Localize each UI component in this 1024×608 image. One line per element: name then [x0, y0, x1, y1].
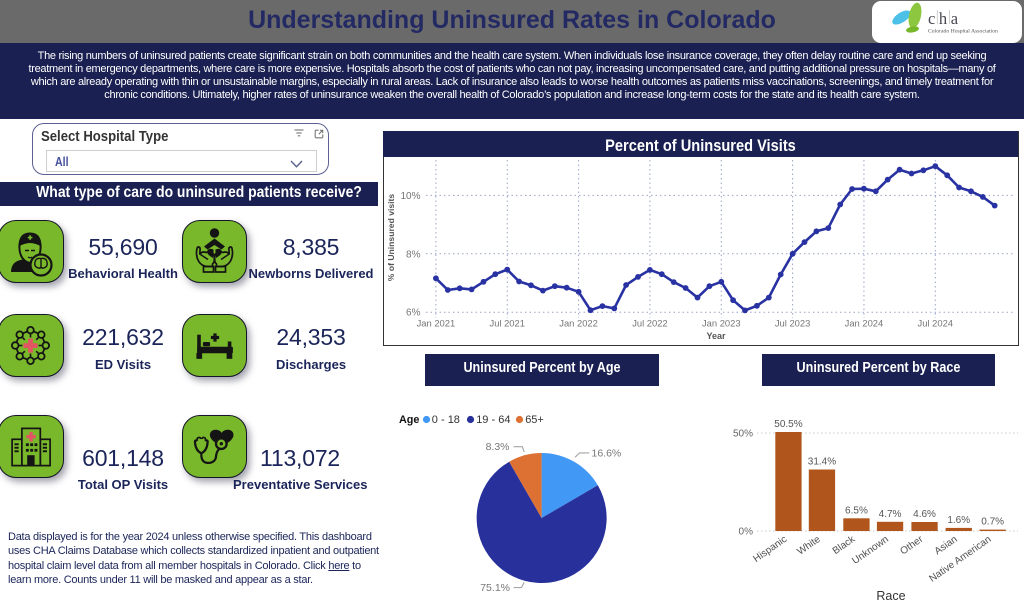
svg-text:% of Uninsured visits: % of Uninsured visits — [386, 194, 396, 282]
svg-text:Race: Race — [876, 589, 905, 603]
svg-text:Year: Year — [706, 331, 726, 341]
svg-text:50%: 50% — [733, 429, 753, 440]
svg-text:10%: 10% — [400, 191, 420, 202]
svg-text:Native American: Native American — [927, 534, 993, 585]
svg-text:Jan 2023: Jan 2023 — [702, 318, 741, 329]
svg-text:Asian: Asian — [933, 534, 960, 557]
svg-text:Unknown: Unknown — [850, 534, 890, 567]
svg-text:1.6%: 1.6% — [947, 515, 970, 526]
svg-text:50.5%: 50.5% — [774, 419, 802, 430]
svg-text:31.4%: 31.4% — [808, 457, 836, 468]
svg-text:0.7%: 0.7% — [981, 517, 1004, 528]
svg-text:Jan 2021: Jan 2021 — [417, 318, 456, 329]
svg-text:4.7%: 4.7% — [879, 509, 902, 520]
svg-text:Jan 2024: Jan 2024 — [845, 318, 884, 329]
svg-text:cha: cha — [928, 9, 962, 28]
svg-text:Jul 2022: Jul 2022 — [632, 318, 667, 329]
svg-text:4.6%: 4.6% — [913, 509, 936, 520]
svg-text:Hispanic: Hispanic — [751, 534, 789, 565]
svg-text:8%: 8% — [406, 249, 421, 260]
svg-text:Jul 2023: Jul 2023 — [775, 318, 810, 329]
svg-text:65+: 65+ — [525, 414, 544, 426]
svg-text:Black: Black — [831, 533, 858, 557]
svg-text:Age: Age — [399, 414, 419, 426]
svg-text:Other: Other — [898, 534, 925, 558]
svg-text:75.1%: 75.1% — [480, 582, 510, 594]
svg-text:0%: 0% — [739, 527, 754, 538]
svg-text:Colorado Hospital Association: Colorado Hospital Association — [928, 29, 998, 35]
svg-text:16.6%: 16.6% — [592, 447, 622, 459]
svg-text:Jul 2024: Jul 2024 — [918, 318, 953, 329]
svg-text:White: White — [795, 534, 823, 558]
svg-text:8.3%: 8.3% — [486, 441, 510, 453]
svg-text:19 - 64: 19 - 64 — [476, 414, 510, 426]
svg-text:Jan 2022: Jan 2022 — [559, 318, 598, 329]
svg-text:0 - 18: 0 - 18 — [432, 414, 460, 426]
svg-text:Jul 2021: Jul 2021 — [490, 318, 525, 329]
svg-text:6.5%: 6.5% — [845, 505, 868, 516]
svg-text:6%: 6% — [406, 308, 421, 319]
